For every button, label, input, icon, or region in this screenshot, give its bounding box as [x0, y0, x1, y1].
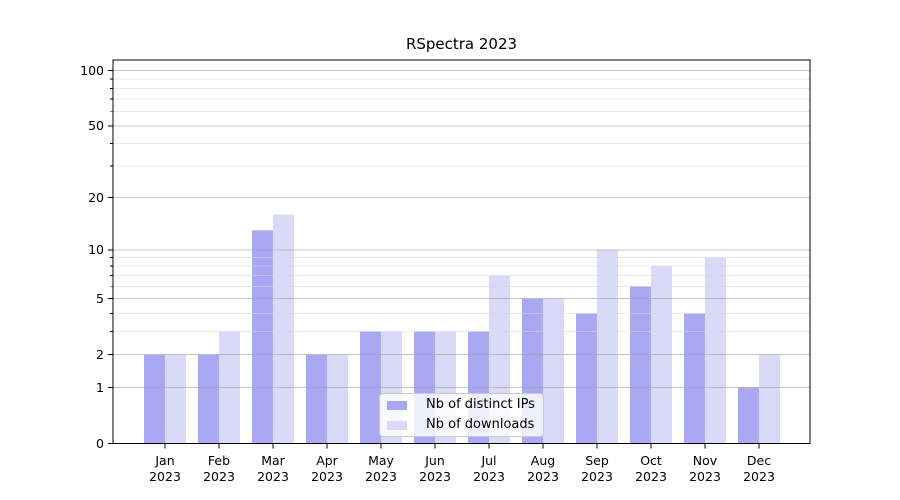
- x-tick-label-month: Apr: [316, 453, 338, 468]
- chart-title: RSpectra 2023: [405, 35, 518, 53]
- x-tick-label-month: Jun: [424, 453, 445, 468]
- legend-row-distinct-ips: Nb of distinct IPs: [387, 395, 535, 415]
- y-tick-label: 5: [96, 291, 104, 306]
- bar-downloads-aug: [543, 298, 564, 444]
- x-tick-label-year: 2023: [689, 469, 721, 484]
- y-tick-label: 100: [80, 63, 104, 78]
- x-tick-label-year: 2023: [527, 469, 559, 484]
- x-tick-label-month: Feb: [208, 453, 230, 468]
- x-tick-label-month: Jan: [154, 453, 174, 468]
- x-tick-label-year: 2023: [203, 469, 235, 484]
- bar-distinct-ips-nov: [684, 313, 705, 444]
- y-tick-label: 20: [88, 190, 104, 205]
- x-tick-label-year: 2023: [473, 469, 505, 484]
- bar-distinct-ips-oct: [630, 286, 651, 444]
- y-tick-label: 1: [96, 380, 104, 395]
- x-tick-label-month: Dec: [747, 453, 771, 468]
- y-tick-label: 0: [96, 436, 104, 451]
- bar-distinct-ips-mar: [252, 230, 273, 444]
- plot-frame: [112, 59, 811, 444]
- x-tick-label-year: 2023: [635, 469, 667, 484]
- bar-distinct-ips-apr: [306, 354, 327, 444]
- y-tick-label: 10: [88, 242, 104, 257]
- y-tick-label: 2: [96, 347, 104, 362]
- x-tick-label-year: 2023: [257, 469, 289, 484]
- x-tick-label-year: 2023: [581, 469, 613, 484]
- bar-downloads-mar: [273, 214, 294, 444]
- legend-swatch-downloads: [387, 420, 407, 430]
- x-tick-label-month: Sep: [585, 453, 609, 468]
- x-tick-label-month: Jul: [480, 453, 496, 468]
- x-tick-label-month: Aug: [531, 453, 555, 468]
- x-tick-label-month: Mar: [261, 453, 285, 468]
- x-tick-label-year: 2023: [743, 469, 775, 484]
- x-tick-label-year: 2023: [311, 469, 343, 484]
- bar-distinct-ips-feb: [198, 354, 219, 444]
- x-tick-label-month: Nov: [693, 453, 718, 468]
- x-tick-label-year: 2023: [365, 469, 397, 484]
- legend-swatch-distinct-ips: [387, 400, 407, 410]
- x-tick-label-year: 2023: [149, 469, 181, 484]
- y-tick-label: 50: [88, 118, 104, 133]
- x-tick-label-month: Oct: [640, 453, 662, 468]
- legend-label-distinct-ips: Nb of distinct IPs: [426, 397, 535, 412]
- bar-downloads-sep: [597, 249, 618, 444]
- x-tick-label-month: May: [368, 453, 394, 468]
- bar-distinct-ips-sep: [576, 313, 597, 444]
- bar-distinct-ips-jan: [144, 354, 165, 444]
- bar-downloads-apr: [327, 354, 348, 444]
- legend: Nb of distinct IPs Nb of downloads: [379, 393, 544, 437]
- bar-downloads-jan: [165, 354, 186, 444]
- bar-distinct-ips-dec: [738, 387, 759, 444]
- bar-downloads-nov: [705, 257, 726, 444]
- legend-row-downloads: Nb of downloads: [387, 415, 534, 435]
- legend-label-downloads: Nb of downloads: [426, 417, 535, 432]
- x-tick-label-year: 2023: [419, 469, 451, 484]
- bar-downloads-dec: [759, 354, 780, 444]
